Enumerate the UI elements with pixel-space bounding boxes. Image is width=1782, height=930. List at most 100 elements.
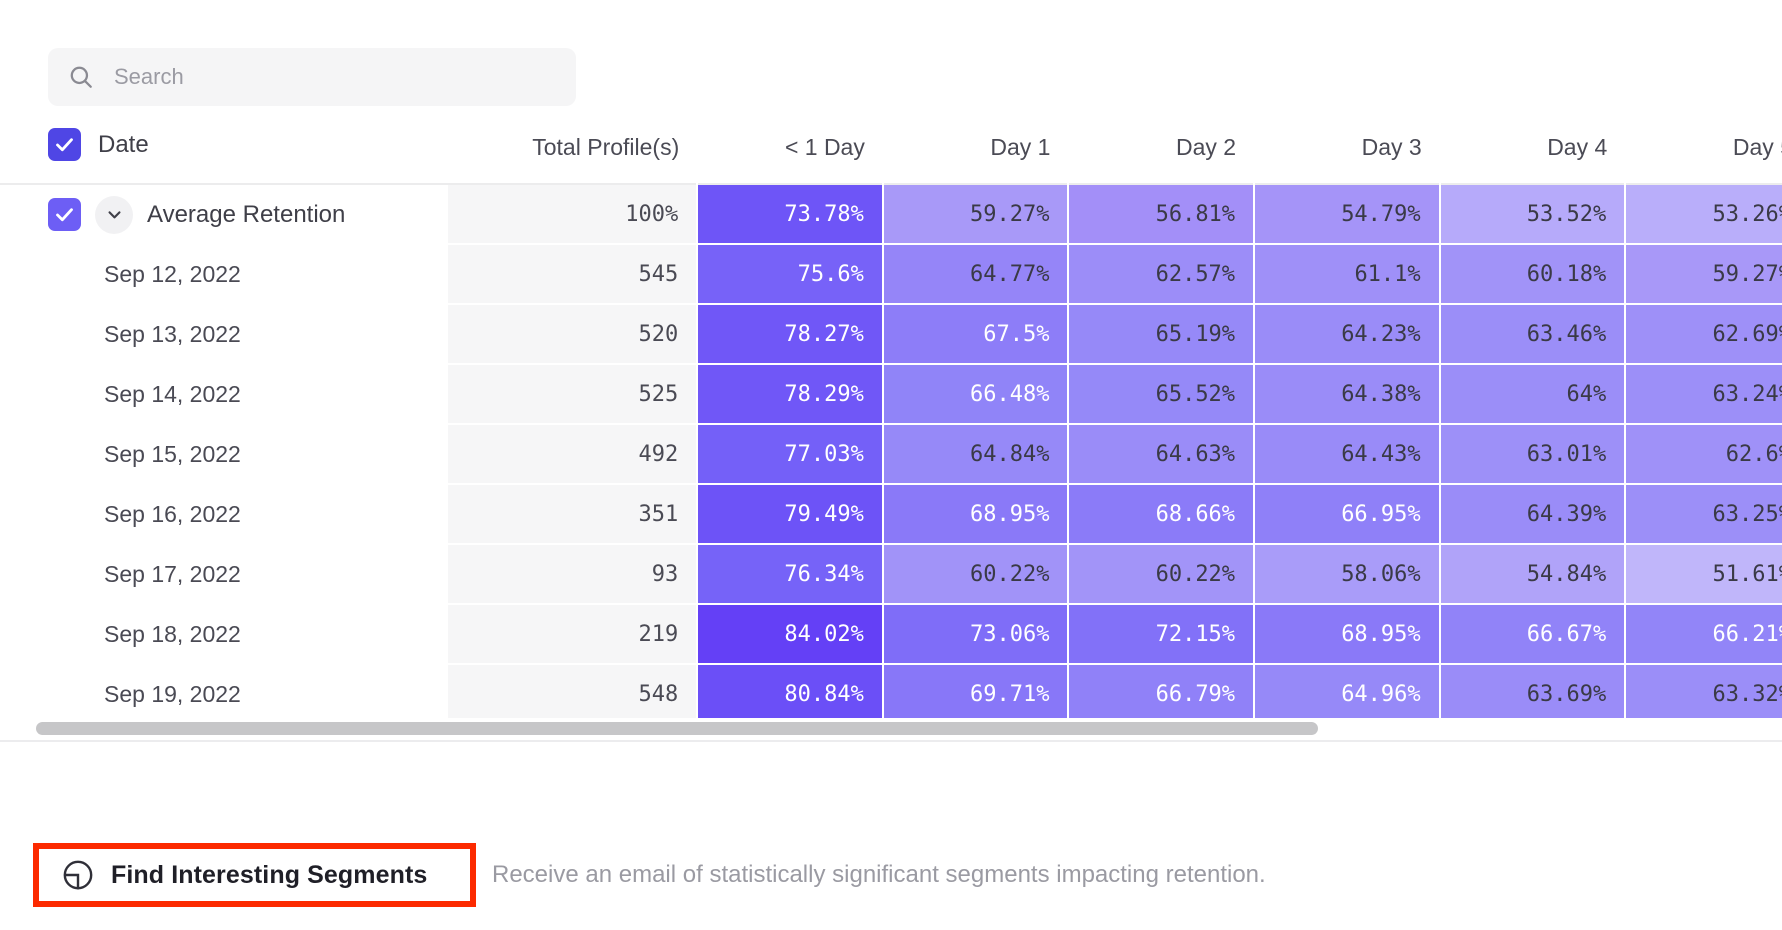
cell-retention: 64.38% <box>1254 364 1441 425</box>
cell-retention: 63.25% <box>1625 484 1782 545</box>
row-label: Sep 19, 2022 <box>104 680 241 707</box>
cell-retention: 66.79% <box>1068 664 1256 722</box>
column-header-day-1[interactable]: Day 1 <box>882 122 1069 184</box>
cell-retention: 59.27% <box>1625 244 1782 305</box>
cell-retention: 64.63% <box>1068 424 1256 485</box>
cell-retention: 66.67% <box>1439 604 1627 665</box>
cell-date: Sep 17, 2022 <box>0 544 448 604</box>
cell-date: Sep 12, 2022 <box>0 244 448 304</box>
cell-retention: 62.57% <box>1068 244 1256 305</box>
column-header-lt-1-day[interactable]: < 1 Day <box>697 122 883 184</box>
cell-retention: 64.43% <box>1254 424 1441 485</box>
cell-date: Sep 15, 2022 <box>0 424 448 484</box>
row-label: Sep 17, 2022 <box>104 560 241 587</box>
cell-retention: 66.21% <box>1625 604 1782 665</box>
cell-retention: 84.02% <box>697 604 884 665</box>
search-icon <box>68 64 94 90</box>
cell-retention: 63.46% <box>1439 304 1627 365</box>
cell-retention: 68.95% <box>1254 604 1441 665</box>
cell-retention: 63.01% <box>1439 424 1627 485</box>
cell-date: Average Retention <box>0 183 448 244</box>
column-header-total-profiles[interactable]: Total Profile(s) <box>447 122 698 184</box>
retention-table-region: Date Total Profile(s) < 1 Day Day 1 Day … <box>0 122 1782 722</box>
table-row[interactable]: Sep 12, 2022 545 75.6% 64.77% 62.57% 61.1% 60.… <box>0 244 1782 305</box>
search-box[interactable] <box>48 48 576 106</box>
cell-date: Sep 19, 2022 <box>0 664 448 722</box>
cell-retention: 73.06% <box>882 604 1070 665</box>
select-all-checkbox[interactable] <box>48 128 81 161</box>
table-row[interactable]: Sep 19, 2022 548 80.84% 69.71% 66.79% 64.96% 6… <box>0 664 1782 722</box>
cell-retention: 69.71% <box>882 664 1070 722</box>
row-label: Sep 13, 2022 <box>104 320 241 347</box>
row-label: Sep 12, 2022 <box>104 260 241 287</box>
cell-total-profiles: 545 <box>447 244 699 305</box>
cell-retention: 66.48% <box>882 364 1070 425</box>
cell-retention: 80.84% <box>697 664 884 722</box>
cell-total-profiles: 351 <box>447 484 699 545</box>
row-checkbox[interactable] <box>48 198 81 231</box>
cell-retention: 60.18% <box>1439 244 1627 305</box>
cell-total-profiles: 93 <box>447 544 699 605</box>
column-header-day-2[interactable]: Day 2 <box>1068 122 1255 184</box>
cell-retention: 78.27% <box>697 304 884 365</box>
cell-retention: 62.69% <box>1625 304 1782 365</box>
table-body: Average Retention 100% 73.78% 59.27% 56.81% 5… <box>0 183 1782 722</box>
cell-total-profiles: 548 <box>447 664 699 722</box>
cell-retention: 78.29% <box>697 364 884 425</box>
cell-retention: 51.61% <box>1625 544 1782 605</box>
cell-date: Sep 18, 2022 <box>0 604 448 664</box>
cell-total-profiles: 100% <box>447 183 699 245</box>
table-row[interactable]: Sep 15, 2022 492 77.03% 64.84% 64.63% 64.43% 6… <box>0 424 1782 485</box>
table-row[interactable]: Sep 13, 2022 520 78.27% 67.5% 65.19% 64.23% 63… <box>0 304 1782 365</box>
row-label: Sep 18, 2022 <box>104 620 241 647</box>
cell-retention: 64.96% <box>1254 664 1441 722</box>
header-row: Date Total Profile(s) < 1 Day Day 1 Day … <box>0 122 1782 184</box>
column-header-day-3[interactable]: Day 3 <box>1254 122 1440 184</box>
cell-retention: 53.52% <box>1439 183 1627 245</box>
cell-retention: 64.84% <box>882 424 1070 485</box>
cell-retention: 56.81% <box>1068 183 1256 245</box>
cell-retention: 54.84% <box>1439 544 1627 605</box>
table-row[interactable]: Sep 17, 2022 93 76.34% 60.22% 60.22% 58.06% 54… <box>0 544 1782 605</box>
footer-divider <box>0 740 1782 742</box>
cell-retention: 64.77% <box>882 244 1070 305</box>
cell-total-profiles: 492 <box>447 424 699 485</box>
table-row[interactable]: Sep 14, 2022 525 78.29% 66.48% 65.52% 64.38% 6… <box>0 364 1782 425</box>
cell-retention: 54.79% <box>1254 183 1441 245</box>
row-label: Sep 14, 2022 <box>104 380 241 407</box>
cell-retention: 68.95% <box>882 484 1070 545</box>
cell-retention: 65.19% <box>1068 304 1256 365</box>
cell-retention: 63.24% <box>1625 364 1782 425</box>
cell-retention: 64.23% <box>1254 304 1441 365</box>
cell-retention: 68.66% <box>1068 484 1256 545</box>
retention-table: Date Total Profile(s) < 1 Day Day 1 Day … <box>0 122 1782 722</box>
cell-retention: 64% <box>1439 364 1627 425</box>
cell-retention: 79.49% <box>697 484 884 545</box>
table-row[interactable]: Sep 18, 2022 219 84.02% 73.06% 72.15% 68.95% 6… <box>0 604 1782 665</box>
find-interesting-segments-label: Find Interesting Segments <box>111 860 428 889</box>
cell-retention: 59.27% <box>882 183 1070 245</box>
cell-retention: 66.95% <box>1254 484 1441 545</box>
row-label: Sep 15, 2022 <box>104 440 241 467</box>
row-label: Average Retention <box>147 200 346 228</box>
cell-retention: 67.5% <box>882 304 1070 365</box>
cell-retention: 63.32% <box>1625 664 1782 722</box>
cell-retention: 60.22% <box>1068 544 1256 605</box>
find-interesting-segments-button[interactable]: Find Interesting Segments <box>33 843 476 907</box>
table-row[interactable]: Sep 16, 2022 351 79.49% 68.95% 68.66% 66.95% 6… <box>0 484 1782 545</box>
cell-total-profiles: 520 <box>447 304 699 365</box>
cell-retention: 64.39% <box>1439 484 1627 545</box>
column-header-day-4[interactable]: Day 4 <box>1439 122 1626 184</box>
cell-total-profiles: 219 <box>447 604 699 665</box>
table-row-summary[interactable]: Average Retention 100% 73.78% 59.27% 56.81% 5… <box>0 183 1782 245</box>
cell-date: Sep 13, 2022 <box>0 304 448 364</box>
chevron-down-icon[interactable] <box>95 195 133 234</box>
column-header-day-5[interactable]: Day 5 <box>1625 122 1782 184</box>
search-input[interactable] <box>112 48 556 106</box>
cell-retention: 75.6% <box>697 244 884 305</box>
cell-date: Sep 14, 2022 <box>0 364 448 424</box>
horizontal-scrollbar-thumb[interactable] <box>36 722 1318 735</box>
insight-icon <box>61 858 95 892</box>
cell-retention: 73.78% <box>697 183 884 245</box>
